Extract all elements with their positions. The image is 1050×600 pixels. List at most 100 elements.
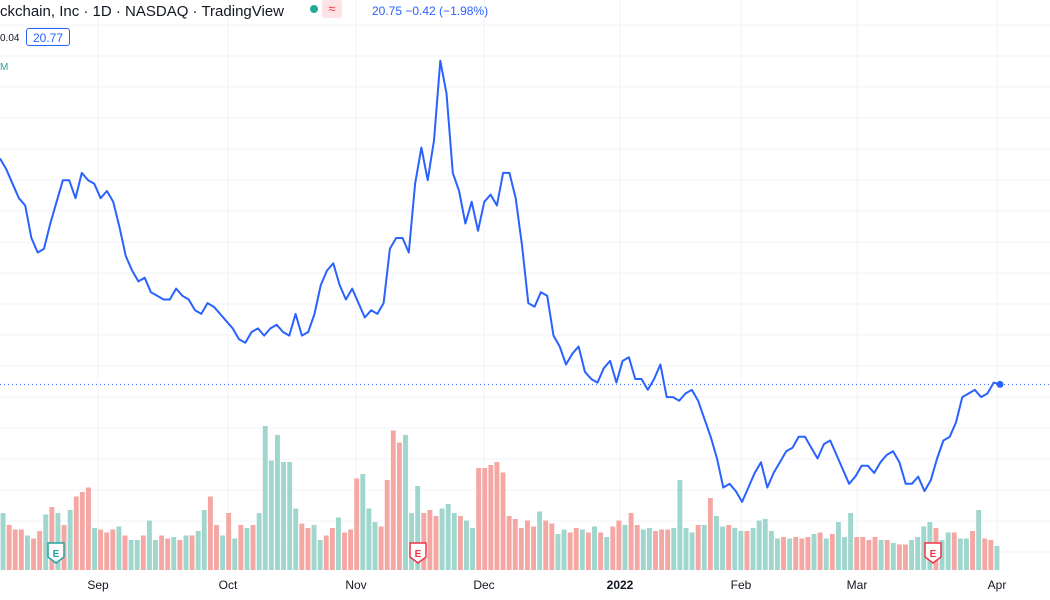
volume-bar: [665, 529, 671, 570]
x-axis-tick-label: Nov: [345, 578, 366, 592]
volume-bar: [24, 535, 30, 570]
volume-bar: [951, 532, 957, 570]
volume-bar: [268, 460, 274, 570]
volume-bar: [555, 534, 561, 570]
volume-bar: [506, 516, 512, 570]
volume-bar: [884, 540, 890, 570]
volume-bar: [73, 496, 79, 570]
volume-bar: [43, 514, 49, 570]
volume-bar: [146, 520, 152, 570]
wave-icon[interactable]: ≈: [322, 0, 342, 18]
volume-bar: [994, 546, 1000, 570]
volume-bar: [768, 531, 774, 570]
volume-bar: [915, 537, 921, 570]
volume-bar: [244, 528, 250, 570]
volume-bar: [433, 516, 439, 570]
volume-bar: [128, 540, 134, 570]
volume-bar: [98, 529, 104, 570]
volume-bar: [988, 540, 994, 570]
x-axis-tick-label: Feb: [731, 578, 752, 592]
volume-bar: [543, 520, 549, 570]
x-axis-tick-label: Oct: [219, 578, 238, 592]
volume-bar: [829, 534, 835, 570]
volume-bar: [195, 531, 201, 570]
volume-bar: [860, 537, 866, 570]
volume-bar: [256, 513, 262, 570]
volume-bar: [274, 435, 280, 570]
volume-bar: [622, 525, 628, 570]
volume-bar: [238, 525, 244, 570]
volume-bar: [378, 526, 384, 570]
volume-bar: [165, 538, 171, 570]
volume-bar: [207, 496, 213, 570]
volume-bar: [714, 516, 719, 570]
volume-bar: [342, 532, 347, 570]
volume-bar: [390, 430, 396, 570]
volume-bar: [677, 480, 683, 570]
volume-bar: [12, 529, 18, 570]
volume-bar: [848, 513, 854, 570]
volume-bar: [287, 462, 293, 570]
volume-bar: [982, 538, 988, 570]
chart-header: ckchain, Inc · 1D · NASDAQ · TradingView…: [0, 0, 1050, 24]
last-price-marker: [996, 380, 1004, 388]
volume-bar: [427, 510, 433, 570]
volume-bar: [939, 540, 945, 570]
volume-bar: [153, 540, 158, 570]
x-axis-tick-label: Mar: [847, 578, 868, 592]
x-axis-tick-label: 2022: [607, 578, 634, 592]
volume-bar: [348, 529, 354, 570]
volume-bar: [640, 529, 646, 570]
volume-bar: [799, 538, 805, 570]
volume-bar: [726, 525, 732, 570]
volume-bar: [585, 532, 591, 570]
volume-bar: [567, 532, 573, 570]
volume-bar: [842, 537, 847, 570]
volume-bar: [335, 517, 341, 570]
volume-bar: [701, 525, 707, 570]
volume-bar: [903, 544, 908, 570]
earnings-marker[interactable]: E: [409, 542, 427, 564]
volume-bar: [890, 543, 896, 570]
volume-bar: [720, 526, 726, 570]
volume-bar: [482, 468, 488, 570]
volume-bar: [293, 508, 299, 570]
volume-bar: [896, 544, 902, 570]
left-value: 0.04: [0, 33, 20, 44]
volume-bar: [604, 537, 610, 570]
volume-bar: [787, 538, 793, 570]
volume-bar: [159, 535, 165, 570]
volume-bar: [451, 513, 457, 570]
volume-bar: [457, 516, 463, 570]
volume-bar: [476, 468, 482, 570]
volume-bar: [67, 510, 73, 570]
volume-bar: [549, 523, 555, 570]
x-axis-tick-label: Sep: [87, 578, 109, 592]
earnings-marker-label: E: [930, 549, 937, 560]
volume-bar: [512, 519, 518, 570]
volume-bar: [317, 540, 323, 570]
volume-bar: [921, 526, 927, 570]
volume-bar: [518, 528, 524, 570]
volume-bar: [738, 531, 744, 570]
volume-bar: [756, 520, 762, 570]
volume-bar: [976, 510, 982, 570]
earnings-marker-shape: [924, 542, 942, 564]
earnings-marker-shape: [47, 542, 65, 564]
volume-bar: [707, 498, 713, 570]
volume-bar: [683, 528, 689, 570]
volume-bar: [299, 523, 305, 570]
volume-bar: [695, 525, 701, 570]
volume-bar: [110, 529, 116, 570]
volume-bar: [500, 472, 506, 570]
earnings-marker[interactable]: E: [924, 542, 942, 564]
volume-bar: [79, 492, 85, 570]
volume-bar: [598, 532, 604, 570]
earnings-marker[interactable]: E: [47, 542, 65, 564]
volume-bar: [226, 513, 232, 570]
volume-bar: [214, 525, 219, 570]
volume-bar: [421, 513, 427, 570]
volume-bar: [281, 462, 286, 570]
volume-bar: [134, 540, 140, 570]
